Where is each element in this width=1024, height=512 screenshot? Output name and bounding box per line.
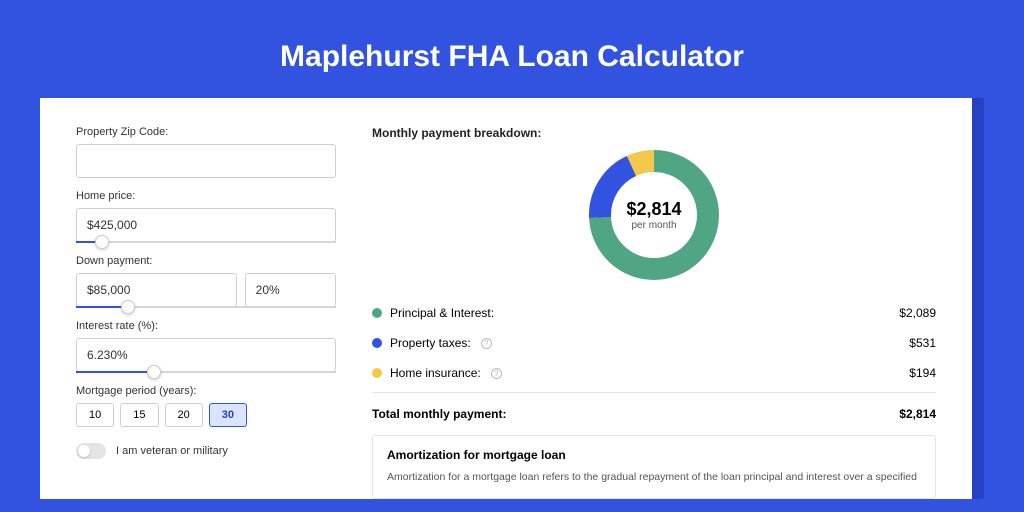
legend-label: Home insurance: <box>390 366 481 380</box>
donut-chart: $2,814 per month <box>589 150 719 280</box>
amortization-text: Amortization for a mortgage loan refers … <box>387 470 921 486</box>
form-panel: Property Zip Code: Home price: Down paym… <box>76 126 336 499</box>
legend-label: Principal & Interest: <box>390 306 494 320</box>
dot-icon <box>372 338 382 348</box>
slider-thumb[interactable] <box>147 365 161 379</box>
veteran-toggle[interactable] <box>76 443 106 459</box>
mortgage-period-label: Mortgage period (years): <box>76 385 336 397</box>
total-row: Total monthly payment: $2,814 <box>372 397 936 435</box>
legend-amount: $2,089 <box>899 306 936 320</box>
donut-chart-wrap: $2,814 per month <box>372 150 936 280</box>
legend-amount: $194 <box>909 366 936 380</box>
home-price-label: Home price: <box>76 190 336 202</box>
info-icon[interactable]: ? <box>481 338 492 349</box>
breakdown-panel: Monthly payment breakdown: $2,814 per mo… <box>372 126 936 499</box>
dot-icon <box>372 308 382 318</box>
home-price-group: Home price: <box>76 190 336 243</box>
divider <box>372 392 936 393</box>
slider-thumb[interactable] <box>121 300 135 314</box>
down-payment-group: Down payment: <box>76 255 336 308</box>
home-price-input[interactable] <box>76 208 336 242</box>
down-payment-slider[interactable] <box>76 306 336 308</box>
zip-label: Property Zip Code: <box>76 126 336 138</box>
donut-center: $2,814 per month <box>589 150 719 280</box>
info-icon[interactable]: ? <box>491 368 502 379</box>
amortization-box: Amortization for mortgage loan Amortizat… <box>372 435 936 499</box>
slider-thumb[interactable] <box>95 235 109 249</box>
zip-input[interactable] <box>76 144 336 178</box>
interest-rate-label: Interest rate (%): <box>76 320 336 332</box>
veteran-row: I am veteran or military <box>76 443 336 459</box>
calculator-card: Property Zip Code: Home price: Down paym… <box>40 98 972 499</box>
donut-amount: $2,814 <box>626 199 681 220</box>
veteran-label: I am veteran or military <box>116 445 228 457</box>
zip-group: Property Zip Code: <box>76 126 336 178</box>
interest-rate-slider[interactable] <box>76 371 336 373</box>
down-payment-amount-input[interactable] <box>76 273 237 307</box>
down-payment-pct-input[interactable] <box>245 273 336 307</box>
home-price-slider[interactable] <box>76 241 336 243</box>
card-shadow: Property Zip Code: Home price: Down paym… <box>40 98 984 499</box>
period-option-15[interactable]: 15 <box>120 403 158 427</box>
dot-icon <box>372 368 382 378</box>
legend-principal: Principal & Interest: $2,089 <box>372 298 936 328</box>
period-option-20[interactable]: 20 <box>165 403 203 427</box>
total-label: Total monthly payment: <box>372 407 506 421</box>
legend-taxes: Property taxes: ? $531 <box>372 328 936 358</box>
mortgage-period-options: 10 15 20 30 <box>76 403 336 427</box>
interest-rate-input[interactable] <box>76 338 336 372</box>
legend-label: Property taxes: <box>390 336 471 350</box>
legend-amount: $531 <box>909 336 936 350</box>
interest-rate-group: Interest rate (%): <box>76 320 336 373</box>
period-option-10[interactable]: 10 <box>76 403 114 427</box>
breakdown-title: Monthly payment breakdown: <box>372 126 936 140</box>
amortization-title: Amortization for mortgage loan <box>387 448 921 462</box>
period-option-30[interactable]: 30 <box>209 403 247 427</box>
donut-sub: per month <box>631 220 676 231</box>
total-amount: $2,814 <box>899 407 936 421</box>
down-payment-label: Down payment: <box>76 255 336 267</box>
mortgage-period-group: Mortgage period (years): 10 15 20 30 <box>76 385 336 427</box>
toggle-knob <box>78 445 90 457</box>
page-title: Maplehurst FHA Loan Calculator <box>40 40 984 74</box>
legend-insurance: Home insurance: ? $194 <box>372 358 936 388</box>
